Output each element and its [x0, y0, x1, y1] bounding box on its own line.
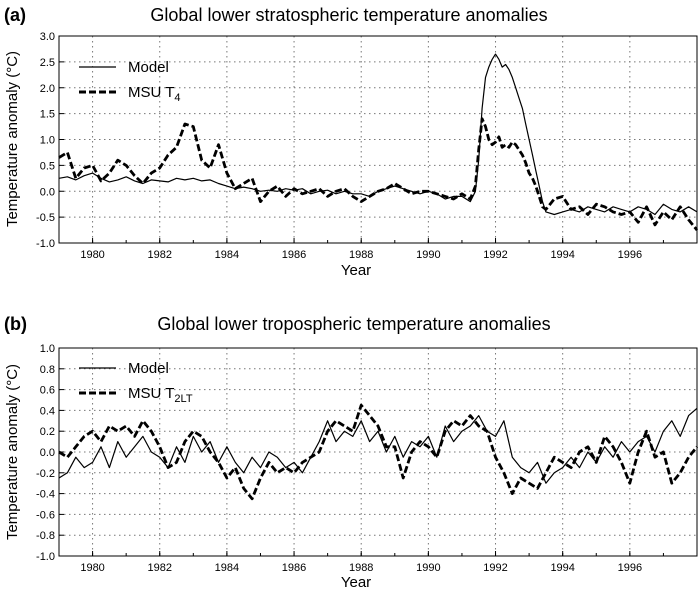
ytick-label-a: 0.5: [40, 160, 55, 172]
panel-b-label: (b): [4, 314, 27, 334]
ytick-label-b: 0.0: [40, 447, 55, 459]
panel-b: (b) Global lower tropospheric temperatur…: [4, 314, 699, 591]
panel-b-title: Global lower tropospheric temperature an…: [157, 314, 550, 334]
panel-a-legend: Model MSU T4: [79, 59, 181, 104]
panel-a-axes: 3.0 2.5 2.0 1.5 1.0 0.5 0.0 -0.5 -1.0 1980 1982 198…: [36, 31, 698, 261]
ytick-label-b: -0.2: [36, 468, 55, 480]
ytick-label-b: -1.0: [36, 551, 55, 563]
panel-a-title: Global lower stratospheric temperature a…: [150, 5, 547, 25]
ytick-label-b: -0.4: [36, 489, 55, 501]
msu-series-line-b: [58, 403, 699, 501]
xtick-label-b: 1996: [618, 562, 642, 574]
xtick-label-b: 1990: [416, 562, 440, 574]
panel-a-series: [58, 53, 699, 231]
xtick-label-b: 1992: [483, 562, 507, 574]
xtick-label-b: 1982: [147, 562, 171, 574]
panel-b-legend: Model MSU T2LT: [79, 360, 193, 405]
panel-b-plot-frame: [58, 347, 698, 557]
panel-a-label: (a): [4, 5, 26, 25]
panel-a: (a) Global lower stratospheric temperatu…: [4, 5, 699, 279]
ytick-label-a: 1.5: [40, 109, 55, 121]
xtick-label-a: 1988: [349, 249, 373, 261]
legend-msu-sub-b: 2LT: [174, 393, 192, 405]
msu-series-line-a: [58, 117, 699, 231]
panel-a-ylabel: Temperature anomaly (°C): [4, 51, 21, 227]
xtick-label-b: 1984: [215, 562, 239, 574]
model-series-line-b: [58, 407, 698, 484]
panel-a-gridlines: [59, 36, 697, 243]
legend-msu-base-b: MSU T: [128, 385, 174, 402]
ytick-label-b: 0.8: [40, 364, 55, 376]
panel-b-ylabel: Temperature anomaly (°C): [4, 364, 21, 540]
ytick-label-a: 2.0: [40, 83, 55, 95]
xtick-label-b: 1988: [349, 562, 373, 574]
legend-msu-label-b: MSU T2LT: [128, 385, 193, 405]
ytick-label-a: 1.0: [40, 135, 55, 147]
ytick-label-a: -0.5: [36, 212, 55, 224]
legend-model-label-b: Model: [128, 360, 169, 377]
ytick-label-a: -1.0: [36, 238, 55, 250]
ytick-label-a: 3.0: [40, 31, 55, 43]
xtick-label-b: 1980: [80, 562, 104, 574]
xtick-label-a: 1982: [147, 249, 171, 261]
xtick-label-b: 1994: [550, 562, 574, 574]
xtick-label-a: 1984: [215, 249, 239, 261]
xtick-label-a: 1990: [416, 249, 440, 261]
ytick-label-b: 0.4: [40, 405, 55, 417]
legend-msu-base-a: MSU T: [128, 84, 174, 101]
panel-b-xlabel: Year: [341, 574, 371, 591]
ytick-label-b: 1.0: [40, 343, 55, 355]
ytick-label-b: -0.6: [36, 509, 55, 521]
ytick-label-b: -0.8: [36, 530, 55, 542]
ytick-label-b: 0.6: [40, 385, 55, 397]
xtick-label-a: 1986: [282, 249, 306, 261]
xtick-label-a: 1994: [550, 249, 574, 261]
panel-a-plot-frame: [58, 35, 698, 244]
legend-msu-sub-a: 4: [174, 92, 180, 104]
panel-b-series: [58, 403, 699, 501]
xtick-label-a: 1996: [618, 249, 642, 261]
xtick-label-b: 1986: [282, 562, 306, 574]
panel-b-gridlines: [59, 348, 697, 556]
ytick-label-a: 2.5: [40, 57, 55, 69]
legend-model-label-a: Model: [128, 59, 169, 76]
xtick-label-a: 1992: [483, 249, 507, 261]
panel-a-xlabel: Year: [341, 262, 371, 279]
ytick-label-a: 0.0: [40, 186, 55, 198]
legend-msu-label-a: MSU T4: [128, 84, 181, 104]
ytick-label-b: 0.2: [40, 426, 55, 438]
xtick-label-a: 1980: [80, 249, 104, 261]
